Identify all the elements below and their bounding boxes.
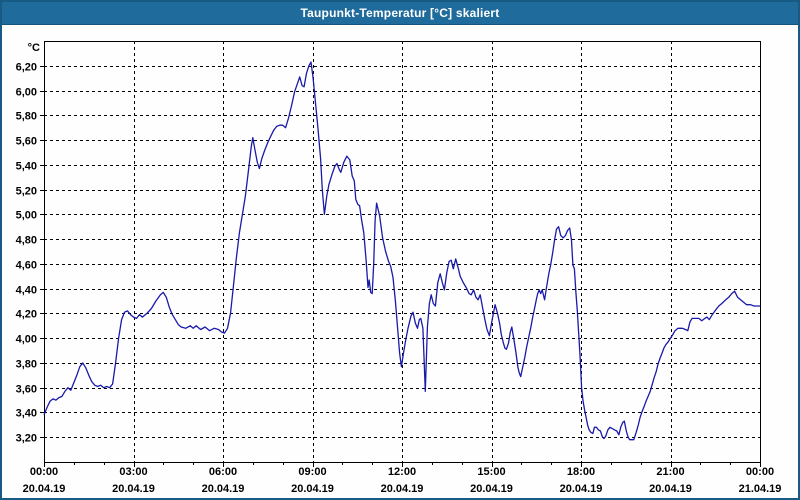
x-tick-time-label: 09:00 <box>298 466 326 478</box>
x-tick-time-label: 00:00 <box>746 466 774 478</box>
x-tick-time-label: 12:00 <box>388 466 416 478</box>
y-tick-label: 3,60 <box>16 384 37 396</box>
axis-labels: 3,20 3,40 3,60 3,80 4,00 4,20 4,40 4,60 4,80 5,00… <box>16 42 782 495</box>
y-tick-label: 3,40 <box>16 408 37 420</box>
y-tick-label: 4,00 <box>16 334 37 346</box>
x-tick-date-label: 20.04.19 <box>649 483 692 495</box>
x-tick-time-label: 06:00 <box>209 466 237 478</box>
y-tick-label: 4,40 <box>16 285 37 297</box>
y-tick-label: 4,60 <box>16 260 37 272</box>
x-tick-date-label: 21.04.19 <box>739 483 782 495</box>
y-tick-label: 5,60 <box>16 136 37 148</box>
x-tick-date-label: 20.04.19 <box>470 483 513 495</box>
x-tick-date-label: 20.04.19 <box>23 483 66 495</box>
grid-lines <box>40 41 761 467</box>
dewpoint-line-series <box>43 61 760 441</box>
y-tick-label: 3,80 <box>16 359 37 371</box>
x-tick-time-label: 15:00 <box>477 466 505 478</box>
x-tick-time-label: 21:00 <box>656 466 684 478</box>
y-tick-label: 3,20 <box>16 433 37 445</box>
y-tick-label: 4,20 <box>16 309 37 321</box>
x-tick-date-label: 20.04.19 <box>560 483 603 495</box>
title-bar: Taupunkt-Temperatur [°C] skaliert <box>2 2 798 25</box>
x-tick-date-label: 20.04.19 <box>202 483 245 495</box>
x-tick-date-label: 20.04.19 <box>381 483 424 495</box>
chart-canvas: 3,20 3,40 3,60 3,80 4,00 4,20 4,40 4,60 4,80 5,00… <box>16 41 782 495</box>
y-tick-label: 6,20 <box>16 62 37 74</box>
chart-area: 3,20 3,40 3,60 3,80 4,00 4,20 4,40 4,60 4,80 5,00… <box>2 25 798 498</box>
y-tick-label: 5,20 <box>16 186 37 198</box>
y-tick-label: 5,40 <box>16 161 37 173</box>
x-tick-date-label: 20.04.19 <box>112 483 155 495</box>
x-tick-time-label: 18:00 <box>567 466 595 478</box>
x-tick-time-label: 00:00 <box>30 466 58 478</box>
y-tick-label: 5,00 <box>16 210 37 222</box>
x-tick-time-label: 03:00 <box>119 466 147 478</box>
y-tick-label: 6,00 <box>16 87 37 99</box>
x-tick-date-label: 20.04.19 <box>291 483 334 495</box>
window-title: Taupunkt-Temperatur [°C] skaliert <box>300 6 500 20</box>
y-tick-label: 4,80 <box>16 235 37 247</box>
y-axis-unit-label: °C <box>28 42 40 54</box>
y-tick-label: 5,80 <box>16 111 37 123</box>
